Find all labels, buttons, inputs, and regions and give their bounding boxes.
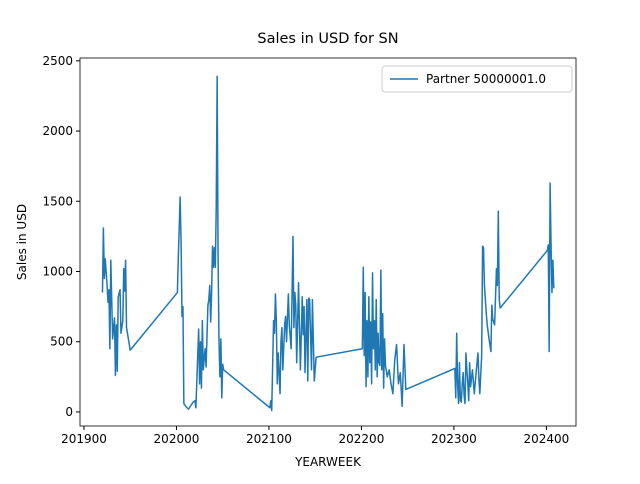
y-axis-label: Sales in USD xyxy=(15,204,29,280)
x-tick-label: 202000 xyxy=(154,432,200,446)
chart-title: Sales in USD for SN xyxy=(257,31,398,47)
x-tick-label: 201900 xyxy=(61,432,107,446)
line-series xyxy=(101,75,555,412)
y-tick-label: 0 xyxy=(65,405,73,419)
x-tick-label: 202400 xyxy=(523,432,569,446)
x-axis-label: YEARWEEK xyxy=(294,455,362,469)
x-tick-label: 202300 xyxy=(431,432,477,446)
y-tick-label: 1000 xyxy=(42,264,73,278)
y-tick-label: 2000 xyxy=(42,124,73,138)
y-tick-label: 500 xyxy=(50,335,73,349)
legend-box xyxy=(381,65,573,93)
plot-frame xyxy=(79,57,577,427)
legend-label: Partner 50000001.0 xyxy=(426,72,546,86)
x-tick-label: 202200 xyxy=(339,432,385,446)
y-tick-label: 2500 xyxy=(42,54,73,68)
y-tick-label: 1500 xyxy=(42,194,73,208)
x-tick-label: 202100 xyxy=(246,432,292,446)
